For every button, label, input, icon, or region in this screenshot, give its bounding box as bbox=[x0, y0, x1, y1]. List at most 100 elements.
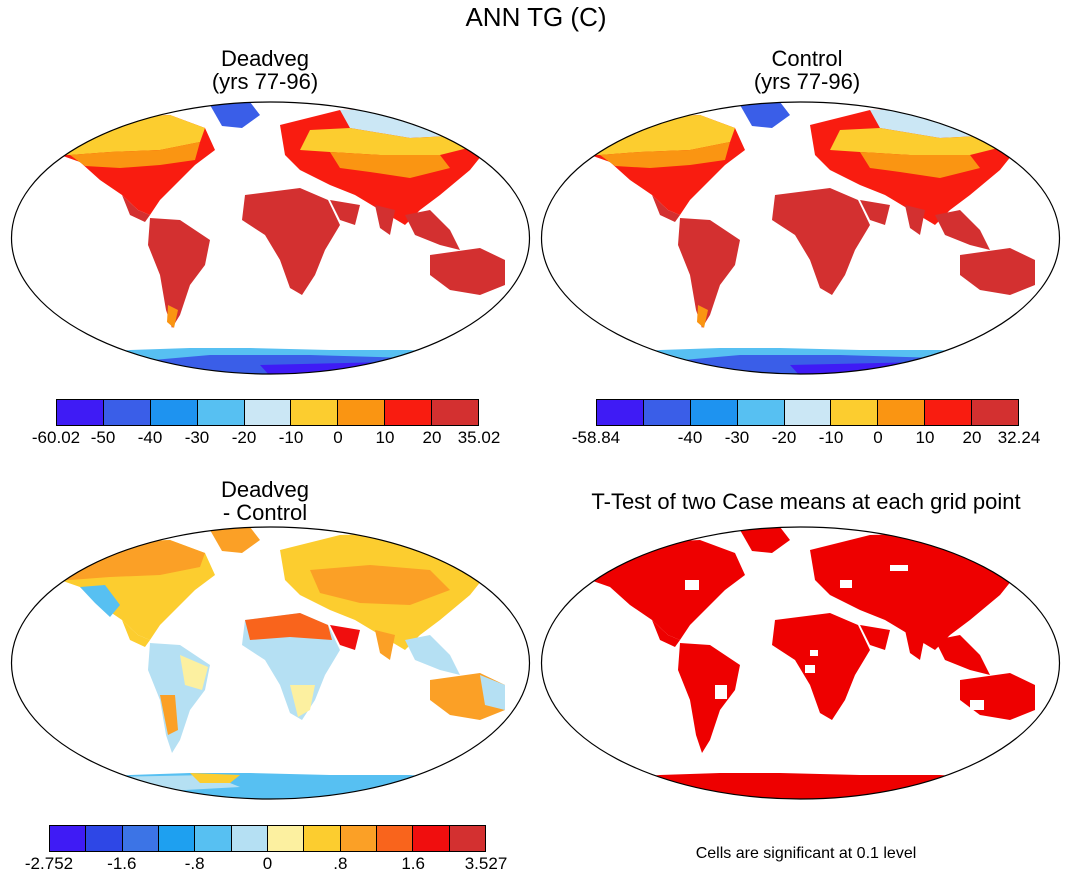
colorbar-labels: -2.752 -1.6 -.8 0 .8 1.6 3.527 bbox=[25, 852, 507, 873]
arabia bbox=[860, 200, 890, 225]
africa bbox=[772, 613, 870, 720]
colorbar-swatch bbox=[195, 826, 232, 851]
south-america-tip bbox=[697, 305, 708, 328]
colorbar-swatch bbox=[376, 826, 414, 851]
map-control bbox=[540, 101, 1061, 375]
se-asia bbox=[935, 210, 990, 250]
colorbar-diff: -2.752 -1.6 -.8 0 .8 1.6 3.527 bbox=[25, 825, 507, 873]
south-america bbox=[678, 218, 740, 328]
colorbar-tick-label: 32.24 bbox=[997, 428, 1041, 447]
colorbar-swatch bbox=[86, 826, 123, 851]
colorbar-swatch bbox=[972, 400, 1019, 425]
africa bbox=[242, 188, 340, 295]
colorbar-tick-label: 20 bbox=[422, 428, 442, 447]
colorbar-swatch bbox=[338, 400, 386, 425]
greenland bbox=[210, 527, 260, 553]
significance-note: Cells are significant at 0.1 level bbox=[695, 845, 917, 862]
se-asia bbox=[405, 210, 460, 250]
arabia bbox=[330, 200, 360, 225]
south-america bbox=[148, 643, 210, 753]
panel-title-control: Control (yrs 77-96) bbox=[657, 47, 957, 93]
africa bbox=[772, 188, 870, 295]
north-america-north bbox=[580, 115, 735, 155]
colorbar-tick-label: -40 bbox=[677, 428, 703, 447]
colorbar-tick-label: .8 bbox=[333, 854, 348, 873]
figure-title: ANN TG (C) bbox=[465, 2, 607, 32]
siberia-mid bbox=[300, 128, 480, 155]
colorbar-tick-label: -30 bbox=[724, 428, 750, 447]
central-asia bbox=[860, 152, 980, 178]
panel-title-deadveg: Deadveg (yrs 77-96) bbox=[115, 47, 415, 93]
panel-title-diff: Deadveg - Control bbox=[115, 478, 415, 524]
north-america-west bbox=[80, 585, 120, 617]
colorbar-tick-label: -58.84 bbox=[571, 428, 621, 447]
colorbar-boxes bbox=[49, 825, 486, 852]
north-america-mid bbox=[70, 142, 200, 168]
sahara bbox=[245, 613, 332, 640]
colorbar-swatch bbox=[57, 400, 104, 425]
india bbox=[905, 630, 925, 660]
colorbar-swatch bbox=[304, 826, 341, 851]
south-america-west bbox=[160, 695, 178, 735]
colorbar-tick-label: 10 bbox=[375, 428, 395, 447]
colorbar-swatch bbox=[432, 400, 479, 425]
colorbar-swatch bbox=[267, 826, 305, 851]
north-america-north bbox=[50, 115, 205, 155]
colorbar-tick-label: 3.527 bbox=[464, 854, 508, 873]
colorbar-swatch bbox=[878, 400, 926, 425]
colorbar-tick-label: -20 bbox=[231, 428, 257, 447]
colorbar-swatch bbox=[291, 400, 339, 425]
map-diff bbox=[10, 526, 531, 800]
non-significant-gaps bbox=[685, 565, 984, 710]
colorbar-tick-label: -50 bbox=[90, 428, 116, 447]
central-america bbox=[652, 195, 680, 222]
colorbar-tick-label: -1.6 bbox=[107, 854, 137, 873]
central-america bbox=[652, 620, 680, 647]
colorbar-swatch bbox=[597, 400, 644, 425]
arabia bbox=[330, 625, 360, 650]
colorbar-tick-label: -10 bbox=[818, 428, 844, 447]
south-america-tip bbox=[167, 305, 178, 328]
north-america-mid bbox=[600, 142, 730, 168]
colorbar-swatch bbox=[737, 400, 785, 425]
colorbar-tick-label: 0 bbox=[262, 854, 273, 873]
australia-east bbox=[480, 675, 505, 710]
colorbar-tick-label: 20 bbox=[962, 428, 982, 447]
colorbar-swatch bbox=[449, 826, 485, 851]
north-america bbox=[580, 540, 745, 640]
southern-africa bbox=[290, 685, 315, 717]
panel-title-line2: - Control bbox=[222, 500, 308, 525]
colorbar-swatch bbox=[158, 826, 196, 851]
colorbar-control: -58.84 -40 -30 -20 -10 0 10 20 32.24 bbox=[572, 399, 1040, 447]
greenland bbox=[740, 102, 790, 128]
central-asia-warm bbox=[310, 565, 450, 605]
south-america bbox=[148, 218, 210, 328]
panel-title-line1: Control bbox=[771, 46, 843, 71]
greenland bbox=[210, 102, 260, 128]
panel-title-line2: (yrs 77-96) bbox=[753, 69, 861, 94]
colorbar-labels: -60.02 -50 -40 -30 -20 -10 0 10 20 35.02 bbox=[32, 426, 500, 447]
panel-title-line2: (yrs 77-96) bbox=[211, 69, 319, 94]
colorbar-swatch bbox=[340, 826, 377, 851]
colorbar-tick-label: -10 bbox=[278, 428, 304, 447]
australia bbox=[960, 248, 1035, 295]
colorbar-swatch bbox=[50, 826, 87, 851]
central-asia bbox=[330, 152, 450, 178]
colorbar-tick-label: -40 bbox=[137, 428, 163, 447]
colorbar-tick-label: 1.6 bbox=[401, 854, 425, 873]
central-america bbox=[122, 620, 150, 647]
colorbar-swatch bbox=[643, 400, 691, 425]
colorbar-swatch bbox=[231, 826, 268, 851]
antarctica bbox=[590, 773, 1020, 799]
colorbar-swatch bbox=[784, 400, 832, 425]
se-asia bbox=[405, 635, 460, 675]
colorbar-boxes bbox=[596, 399, 1019, 426]
colorbar-tick-label: 10 bbox=[915, 428, 935, 447]
colorbar-tick-label: -30 bbox=[184, 428, 210, 447]
panel-title-line1: T-Test of two Case means at each grid po… bbox=[591, 489, 1021, 514]
map-deadveg bbox=[10, 101, 531, 375]
greenland bbox=[740, 527, 790, 553]
colorbar-swatch bbox=[244, 400, 292, 425]
eurasia bbox=[810, 533, 1020, 650]
colorbar-deadveg: -60.02 -50 -40 -30 -20 -10 0 10 20 35.02 bbox=[32, 399, 500, 447]
